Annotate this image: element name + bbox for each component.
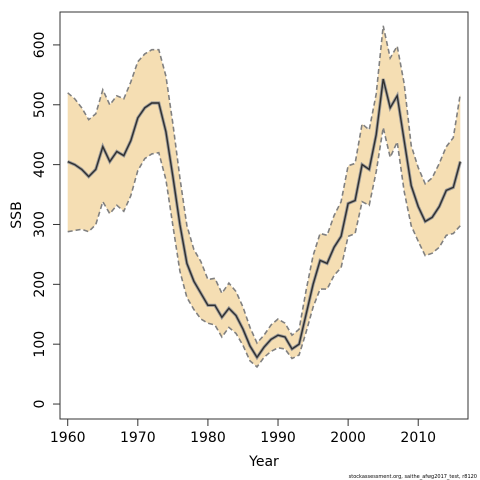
x-tick-label: 2010	[400, 430, 436, 446]
y-axis-title: SSB	[9, 201, 25, 228]
x-axis: 1960 1970 1980 1990 2000 2010	[50, 419, 436, 446]
y-tick-label: 400	[32, 151, 48, 178]
y-tick-label: 600	[32, 32, 48, 59]
y-tick-label: 100	[32, 331, 48, 358]
y-tick-label: 200	[32, 271, 48, 298]
x-tick-label: 2000	[330, 430, 366, 446]
y-tick-label: 500	[32, 91, 48, 118]
x-tick-label: 1960	[50, 430, 86, 446]
estimate-line-layer	[67, 25, 462, 369]
confidence-band	[67, 25, 461, 367]
estimate-line	[67, 78, 461, 359]
y-tick-label: 300	[32, 211, 48, 238]
x-axis-title: Year	[248, 454, 279, 470]
x-tick-label: 1970	[120, 430, 156, 446]
upper-bound-line	[67, 25, 462, 345]
y-tick-label: 0	[32, 400, 48, 409]
y-axis: 0 100 200 300 400 500 600	[32, 32, 60, 409]
x-tick-label: 1980	[190, 430, 226, 446]
x-tick-label: 1990	[260, 430, 296, 446]
footer-note: stockassessment.org, saithe_afwg2017_tes…	[349, 474, 477, 480]
confidence-band-layer	[67, 25, 461, 367]
plot-frame	[59, 11, 469, 420]
lower-bound-line	[67, 127, 461, 369]
